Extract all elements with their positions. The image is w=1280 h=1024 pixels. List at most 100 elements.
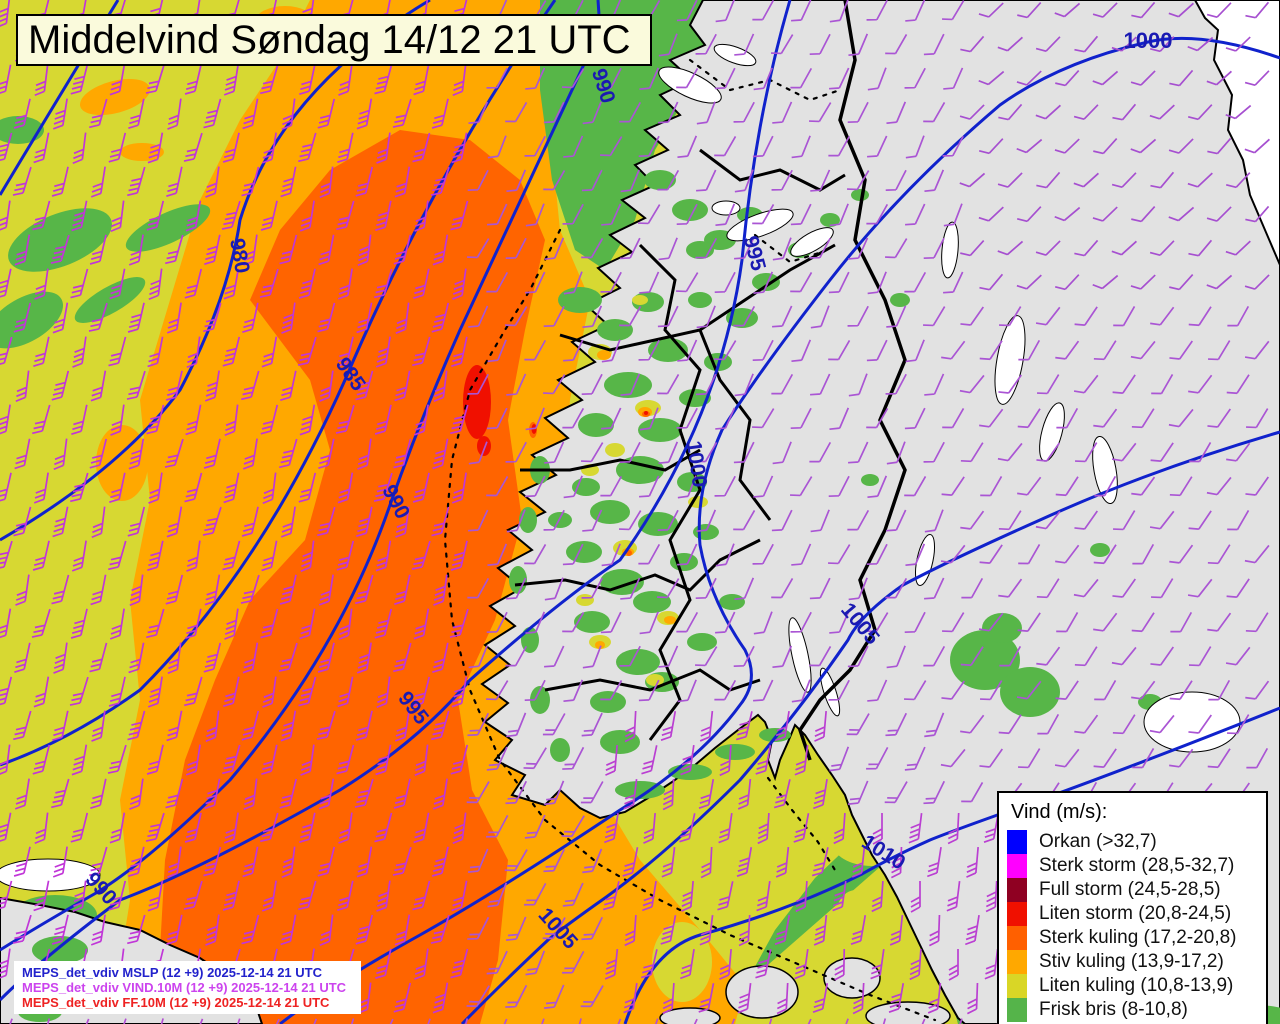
wind-barb xyxy=(1093,544,1117,565)
wind-barb xyxy=(53,438,68,471)
wind-barb xyxy=(562,68,585,89)
wind-barb xyxy=(737,982,752,1014)
wind-barb xyxy=(582,645,602,669)
wind-barb xyxy=(581,373,603,396)
wind-barb xyxy=(714,475,736,497)
wind-barb xyxy=(15,574,30,606)
wind-barb xyxy=(1018,339,1041,361)
wind-barb xyxy=(14,234,31,266)
wind-barb xyxy=(847,305,869,327)
wind-barb xyxy=(605,744,618,776)
wind-barb xyxy=(1131,680,1156,700)
wind-barb xyxy=(337,132,354,164)
wind-barb xyxy=(923,33,945,56)
wind-barb xyxy=(432,778,448,810)
wind-barb xyxy=(53,642,68,674)
wind-barb xyxy=(1111,240,1138,256)
wind-barb xyxy=(1168,2,1195,18)
wind-barb xyxy=(1092,2,1118,18)
wind-barb xyxy=(90,574,107,606)
wind-barb xyxy=(431,98,449,129)
wind-barb xyxy=(1018,544,1041,565)
wind-barb xyxy=(904,407,926,430)
wind-barb xyxy=(959,104,985,120)
wind-barb xyxy=(885,169,907,192)
wind-barb xyxy=(966,982,979,1015)
wind-barb xyxy=(680,949,695,980)
wind-barb xyxy=(999,645,1022,667)
wind-barb xyxy=(1149,510,1175,530)
wind-barb xyxy=(127,302,145,333)
wind-barb xyxy=(715,0,735,23)
wind-barb xyxy=(623,983,638,1014)
legend-item: Stiv kuling (13,9-17,2) xyxy=(1007,950,1258,974)
wind-barb xyxy=(1207,137,1232,155)
wind-barb xyxy=(525,67,546,90)
wind-barb xyxy=(319,166,334,199)
wind-barb xyxy=(146,744,164,775)
wind-barb xyxy=(885,373,907,395)
wind-barb xyxy=(375,948,392,980)
wind-barb xyxy=(394,710,410,742)
wind-barb xyxy=(657,374,680,395)
wind-barb xyxy=(924,373,945,396)
wind-barb xyxy=(394,574,411,606)
wind-barb xyxy=(700,846,713,879)
wind-barb xyxy=(127,914,146,945)
wind-barb xyxy=(32,1018,51,1024)
wind-barb xyxy=(393,234,412,265)
wind-barb xyxy=(1017,408,1041,429)
wind-barb xyxy=(695,373,717,396)
wind-barb xyxy=(562,612,585,633)
wind-barb xyxy=(280,710,297,742)
wind-barb xyxy=(867,475,888,499)
wind-barb xyxy=(623,778,638,810)
wind-barb xyxy=(1245,205,1270,223)
wind-barb xyxy=(205,166,220,198)
wind-barb xyxy=(1169,69,1194,87)
wind-barb xyxy=(375,744,392,776)
wind-barb xyxy=(601,1018,622,1024)
wind-barb xyxy=(676,272,699,293)
wind-barb xyxy=(13,846,31,877)
wind-barb xyxy=(90,914,106,946)
wind-barb xyxy=(562,203,584,225)
wind-barb xyxy=(1130,274,1156,290)
wind-barb xyxy=(886,441,906,465)
wind-barb xyxy=(622,847,639,877)
wind-barb xyxy=(581,169,603,192)
wind-barb xyxy=(811,847,829,877)
wind-barb xyxy=(943,203,963,227)
legend-item: Liten storm (20,8-24,5) xyxy=(1007,902,1258,926)
wind-barb xyxy=(719,744,732,777)
lakes xyxy=(658,43,1241,753)
wind-barb xyxy=(299,608,316,640)
wind-barb xyxy=(487,135,507,159)
wind-barb xyxy=(658,101,679,124)
wind-barb xyxy=(505,645,528,667)
wind-barb xyxy=(714,271,736,294)
wind-barb xyxy=(205,914,220,946)
wind-barb xyxy=(70,812,89,843)
wind-barb xyxy=(450,744,469,775)
legend-item: Full storm (24,5-28,5) xyxy=(1007,878,1258,902)
wind-barb xyxy=(927,982,942,1014)
wind-barb xyxy=(222,336,241,367)
wind-barb xyxy=(999,306,1022,327)
wind-barb xyxy=(242,302,259,334)
wind-barb xyxy=(866,747,889,770)
wind-barb xyxy=(127,506,146,537)
wind-barb xyxy=(356,98,373,130)
wind-barb xyxy=(0,200,11,232)
wind-barb xyxy=(715,407,736,430)
wind-barb xyxy=(129,778,144,810)
wind-barb xyxy=(602,881,620,911)
wind-barb xyxy=(504,849,528,872)
wind-barb xyxy=(524,544,547,565)
wind-barb xyxy=(185,744,201,776)
wind-barb xyxy=(525,407,545,431)
wind-barb xyxy=(904,67,926,89)
wind-barb xyxy=(676,1018,698,1024)
wind-barb xyxy=(262,676,277,708)
